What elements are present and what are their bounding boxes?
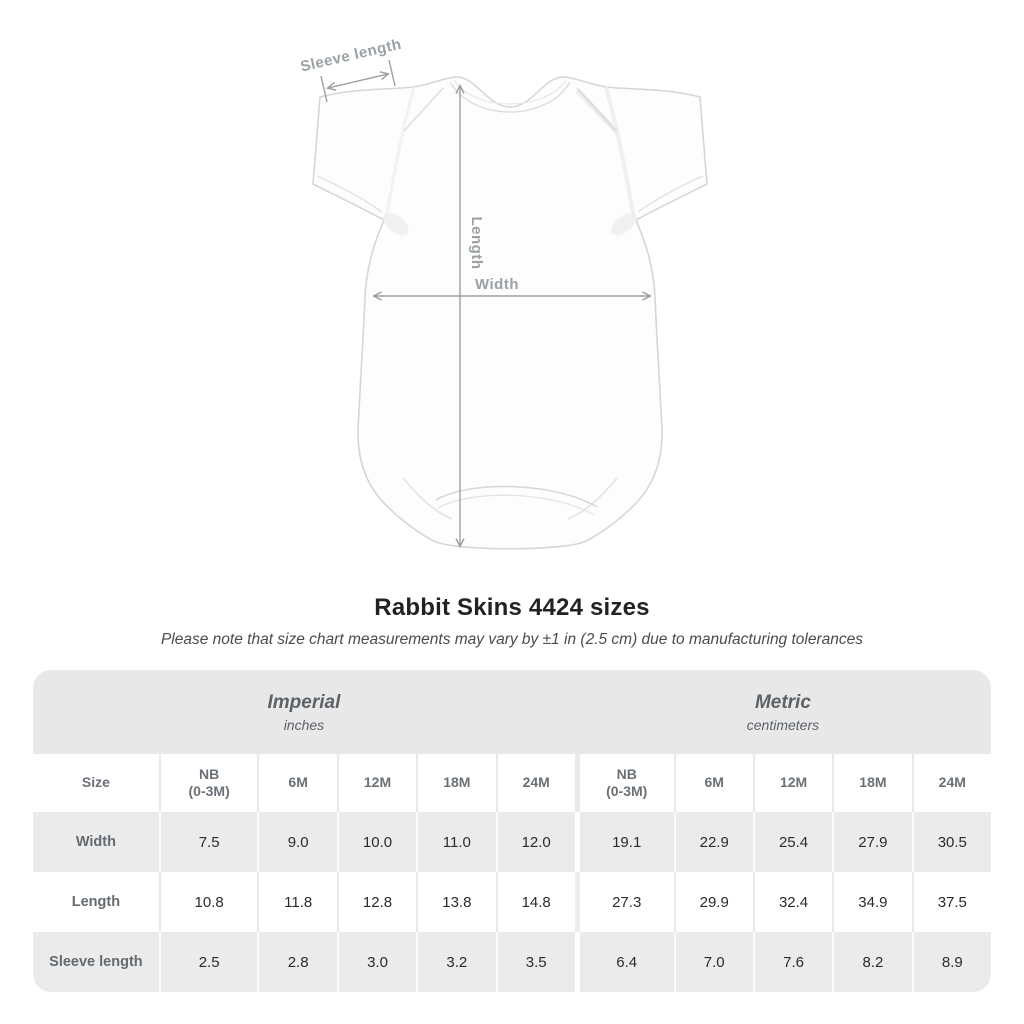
imperial-unit-label: inches [283,717,325,734]
crotch-flap-seam-outer [435,485,598,508]
cell-length-metric-18m: 34.9 [832,872,912,932]
cell-sleeve-imperial-18m: 3.2 [416,932,496,992]
left-leg-binding [402,477,453,520]
cell-width-metric-nb: 19.1 [574,812,674,872]
size-table: Imperial inches Metric centimeters Size … [33,670,991,992]
cell-length-metric-6m: 29.9 [673,872,753,932]
sleeve-length-arrow [325,71,391,91]
col-header-metric-18m: 18M [832,754,912,812]
right-leg-binding [567,477,618,520]
cell-length-imperial-18m: 13.8 [416,872,496,932]
bodysuit-outline [312,76,708,550]
title-block: Rabbit Skins 4424 sizes Please note that… [0,594,1024,649]
sleeve-length-measure-label: Sleeve length [299,36,403,76]
cell-length-imperial-12m: 12.8 [336,872,417,932]
cell-sleeve-imperial-24m: 3.5 [495,932,575,992]
metric-section-header: Metric centimeters [574,670,991,754]
table-row-sleeve-length: Sleeve length 2.5 2.8 3.0 3.2 3.5 6.4 7.… [33,932,991,992]
cell-sleeve-metric-12m: 7.6 [752,932,833,992]
cell-width-metric-6m: 22.9 [673,812,753,872]
col-header-imperial-6m: 6M [257,754,337,812]
left-underarm-shadow [383,212,409,236]
col-header-imperial-18m: 18M [416,754,496,812]
col-header-metric-6m: 6M [673,754,753,812]
width-measure-label: Width [475,276,519,293]
right-flap-seam [576,87,617,132]
right-sleeve-seam-shadow [604,86,636,219]
length-measure-label: Length [468,217,485,270]
size-header-row: Size NB (0-3M) 6M 12M 18M 24M NB (0-3M) … [33,754,991,812]
cell-sleeve-metric-nb: 6.4 [574,932,674,992]
row-label-length: Length [33,872,159,932]
page-title: Rabbit Skins 4424 sizes [374,594,650,621]
cell-width-metric-24m: 30.5 [911,812,991,872]
cell-width-imperial-nb: 7.5 [158,812,258,872]
measurement-annotations [320,59,653,549]
cell-sleeve-imperial-12m: 3.0 [336,932,417,992]
size-column-header: Size [33,754,159,812]
left-sleeve-seam-shadow [384,86,416,219]
cell-length-imperial-6m: 11.8 [257,872,337,932]
left-flap-seam [403,87,444,132]
col-header-metric-12m: 12M [752,754,833,812]
cell-width-imperial-18m: 11.0 [416,812,496,872]
bodysuit-illustration [312,76,708,550]
imperial-label: Imperial [267,691,341,713]
cell-width-imperial-24m: 12.0 [495,812,575,872]
imperial-section-header: Imperial inches [33,670,575,754]
right-underarm-shadow [611,212,637,236]
cell-sleeve-imperial-nb: 2.5 [158,932,258,992]
metric-label: Metric [754,691,811,713]
sleeve-arrow-right-tick [388,59,396,87]
right-sleeve-hem [637,175,704,213]
row-label-width: Width [33,812,159,872]
metric-unit-label: centimeters [746,717,820,734]
bodysuit-measurement-diagram: Sleeve length Length Width [299,36,708,550]
cell-sleeve-imperial-6m: 2.8 [257,932,337,992]
left-sleeve-hem [316,175,383,213]
cell-width-imperial-6m: 9.0 [257,812,337,872]
cell-length-metric-nb: 27.3 [574,872,674,932]
row-label-sleeve-length: Sleeve length [33,932,159,992]
table-row-length: Length 10.8 11.8 12.8 13.8 14.8 27.3 29.… [33,872,991,932]
cell-width-metric-12m: 25.4 [752,812,833,872]
tolerance-note: Please note that size chart measurements… [160,631,864,648]
cell-sleeve-metric-18m: 8.2 [832,932,912,992]
cell-length-metric-24m: 37.5 [911,872,991,932]
cell-length-metric-12m: 32.4 [752,872,833,932]
cell-length-imperial-24m: 14.8 [495,872,575,932]
cell-width-imperial-12m: 10.0 [336,812,417,872]
cell-sleeve-metric-6m: 7.0 [673,932,753,992]
col-header-imperial-12m: 12M [336,754,417,812]
sleeve-arrow-left-tick [320,75,328,103]
table-row-width: Width 7.5 9.0 10.0 11.0 12.0 19.1 22.9 2… [33,812,991,872]
col-header-metric-24m: 24M [911,754,991,812]
unit-band-row: Imperial inches Metric centimeters [33,670,991,754]
cell-sleeve-metric-24m: 8.9 [911,932,991,992]
col-header-imperial-nb: NB (0-3M) [158,754,258,812]
cell-width-metric-18m: 27.9 [832,812,912,872]
crotch-flap-seam-inner [437,494,595,516]
col-header-imperial-24m: 24M [495,754,575,812]
col-header-metric-nb: NB (0-3M) [574,754,674,812]
cell-length-imperial-nb: 10.8 [158,872,258,932]
size-table-container: Imperial inches Metric centimeters Size … [33,670,991,992]
